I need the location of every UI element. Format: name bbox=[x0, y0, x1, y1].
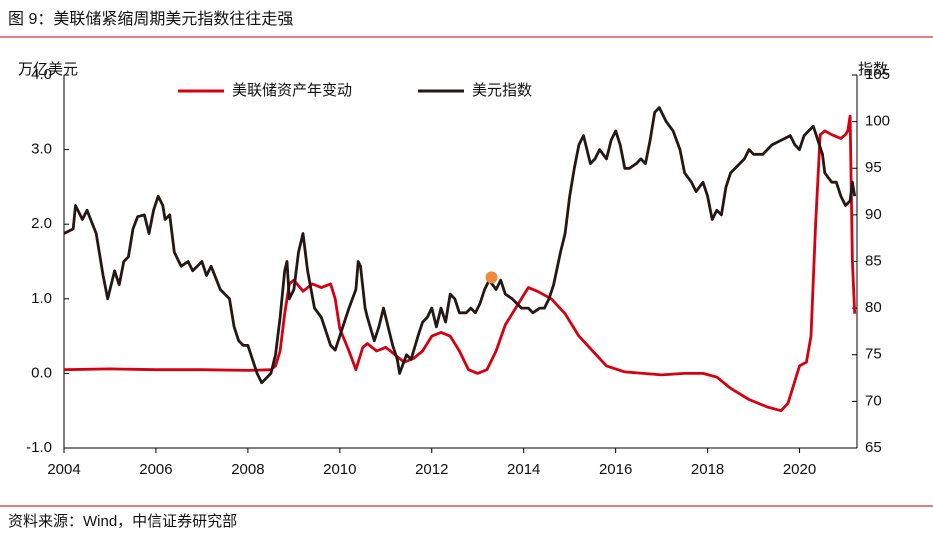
y-tick-label: 0.0 bbox=[31, 364, 52, 381]
series-line bbox=[63, 106, 857, 385]
y2-tick-label: 85 bbox=[865, 252, 882, 269]
y-axis-label: 万亿美元 bbox=[18, 61, 78, 78]
y-tick-label: 1.0 bbox=[31, 290, 52, 307]
x-tick-label: 2012 bbox=[415, 461, 448, 478]
x-tick-label: 2004 bbox=[47, 461, 80, 478]
series-line bbox=[63, 114, 857, 413]
y2-axis-label: 指数 bbox=[858, 61, 888, 78]
y2-tick-label: 100 bbox=[865, 113, 890, 130]
y-tick-label: -1.0 bbox=[26, 439, 52, 456]
y-tick-label: 3.0 bbox=[31, 141, 52, 158]
x-tick-label: 2018 bbox=[691, 461, 724, 478]
y2-tick-label: 70 bbox=[865, 392, 882, 409]
x-tick-label: 2008 bbox=[231, 461, 264, 478]
source-note: 资料来源：Wind，中信证券研究部 bbox=[8, 513, 237, 530]
y2-tick-label: 90 bbox=[865, 206, 882, 223]
y2-tick-label: 95 bbox=[865, 159, 882, 176]
legend-label: 美元指数 bbox=[472, 82, 532, 99]
x-tick-label: 2016 bbox=[599, 461, 632, 478]
x-tick-label: 2006 bbox=[139, 461, 172, 478]
legend-label: 美联储资产年变动 bbox=[232, 82, 352, 99]
y-tick-label: 2.0 bbox=[31, 215, 52, 232]
y2-tick-label: 65 bbox=[865, 439, 882, 456]
x-tick-label: 2010 bbox=[323, 461, 356, 478]
y2-tick-label: 80 bbox=[865, 299, 882, 316]
y2-tick-label: 105 bbox=[865, 66, 890, 83]
x-tick-label: 2020 bbox=[783, 461, 816, 478]
y-tick-label: 4.0 bbox=[31, 66, 52, 83]
highlight-point bbox=[485, 271, 498, 284]
chart-title: 图 9：美联储紧缩周期美元指数往往走强 bbox=[8, 10, 293, 28]
y2-tick-label: 75 bbox=[865, 346, 882, 363]
x-tick-label: 2014 bbox=[507, 461, 540, 478]
